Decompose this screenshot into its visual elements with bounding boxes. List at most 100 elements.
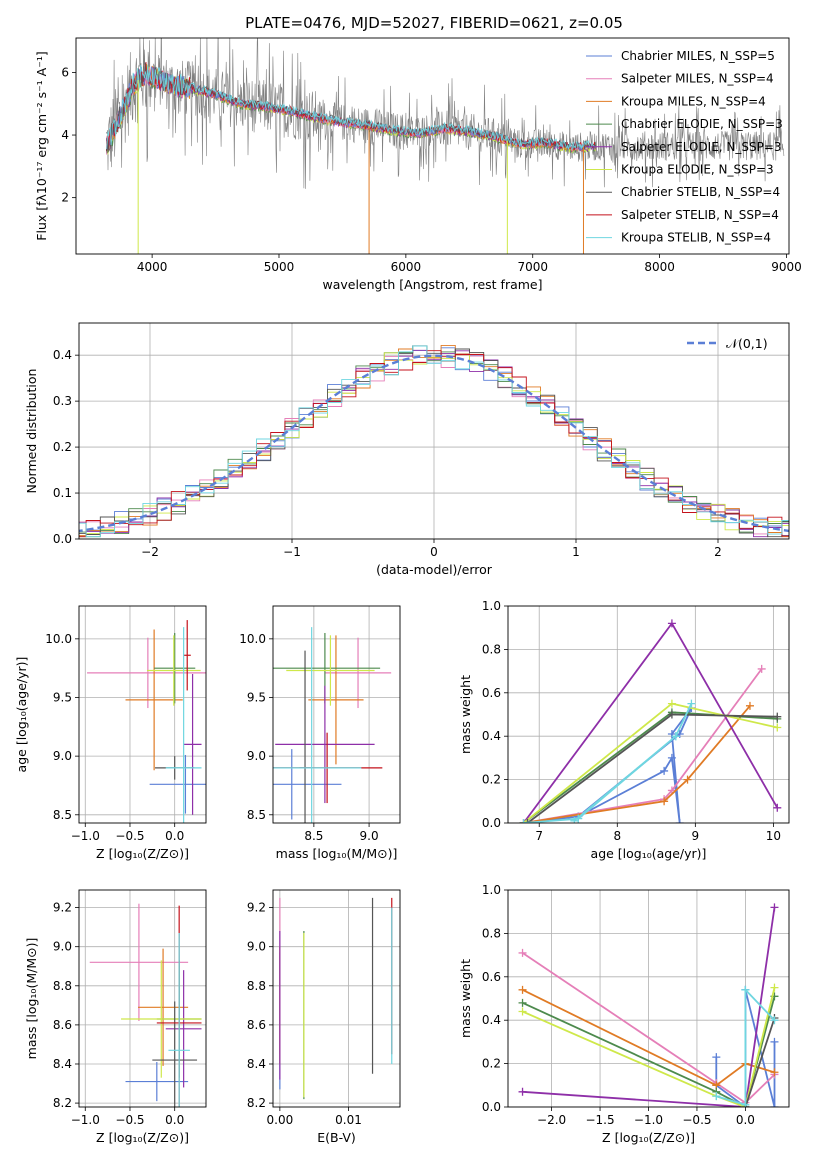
weight-marker — [518, 998, 527, 1007]
histogram-4 — [79, 349, 789, 538]
y-tick-label: 0.1 — [53, 486, 72, 500]
panel-0: 4000 5000 6000 7000 8000 9000 2 4 6 wavelength [A… — [34, 37, 802, 292]
y-tick-label: 0.0 — [482, 816, 501, 830]
y-tick-label: 8.8 — [53, 979, 72, 993]
weight-marker — [773, 803, 782, 812]
x-tick-label: 8000 — [644, 260, 675, 274]
weight-line-0 — [523, 707, 693, 823]
y-tick-label: 0.0 — [482, 1100, 501, 1114]
weight-line-1 — [523, 668, 763, 823]
weight-marker — [770, 1037, 779, 1046]
x-axis-label: mass [log₁₀(M/M⊙)] — [276, 846, 398, 861]
y-tick-label: 9.0 — [247, 940, 266, 954]
legend-entry: Salpeter STELIB, N_SSP=4 — [621, 208, 779, 222]
y-tick-label: 0.2 — [482, 1057, 501, 1071]
weight-line-5 — [522, 987, 776, 1107]
legend-entry: Kroupa ELODIE, N_SSP=3 — [621, 163, 774, 177]
weight-line-7 — [523, 703, 693, 823]
weight-line-5 — [523, 702, 778, 823]
y-tick-label: 0.2 — [482, 773, 501, 787]
histogram-5 — [79, 352, 789, 538]
weight-marker — [667, 710, 676, 719]
y-tick-label: 0.8 — [482, 642, 501, 656]
y-axis-label: Flux [fλ10⁻¹⁷ erg cm⁻² s⁻¹ A⁻¹] — [34, 51, 49, 240]
weight-line-1 — [521, 952, 776, 1104]
weight-marker — [523, 819, 532, 823]
x-tick-label: 9000 — [771, 260, 802, 274]
panel-1: −2 −1 0 1 2 0.0 0.1 0.2 0.3 0.4 (data-model)/error… — [24, 322, 790, 577]
y-tick-label: 0.0 — [53, 532, 72, 546]
x-tick-label: 8 — [613, 829, 621, 843]
chart-title: PLATE=0476, MJD=52027, FIBERID=0621, z=0… — [245, 14, 623, 32]
x-tick-label: 1 — [572, 545, 580, 559]
y-tick-label: 4 — [61, 128, 69, 142]
x-tick-label: 9.0 — [360, 829, 379, 843]
y-tick-label: 9.0 — [53, 749, 72, 763]
x-tick-label: 0.01 — [335, 1113, 362, 1127]
weight-line-7 — [716, 987, 776, 1107]
x-tick-label: −1.0 — [71, 829, 100, 843]
weight-marker — [518, 1007, 527, 1016]
x-tick-label: 0.0 — [165, 829, 184, 843]
axes-frame — [78, 322, 790, 540]
x-tick-label: −0.5 — [115, 829, 144, 843]
x-tick-label: −0.5 — [115, 1113, 144, 1127]
weight-line-3 — [523, 711, 778, 823]
y-tick-label: 9.5 — [247, 690, 266, 704]
x-tick-label: −0.5 — [682, 1113, 711, 1127]
weight-marker — [773, 712, 782, 721]
plot-area-5 — [79, 890, 206, 1107]
gaussian-curve — [79, 354, 789, 533]
x-tick-label: 0.0 — [165, 1113, 184, 1127]
panel-6: 0.00 0.01 8.2 8.4 8.6 8.8 9.0 9.2 E(B-V) — [247, 889, 401, 1145]
y-tick-label: 9.2 — [53, 901, 72, 915]
weight-marker — [671, 732, 680, 741]
y-tick-label: 0.3 — [53, 394, 72, 408]
weight-marker — [667, 619, 676, 628]
weight-marker — [757, 664, 766, 673]
axes-frame — [272, 889, 401, 1108]
x-tick-label: −2 — [141, 545, 159, 559]
panel-7: −2.0 −1.5 −1.0 −0.5 0.0 0.0 0.2 0.4 0.6 0.8 1.0 Z [… — [458, 883, 790, 1145]
plot-area-0 — [106, 38, 785, 254]
model-spectrum-8 — [106, 64, 597, 151]
x-axis-label: Z [log₁₀(Z/Z⊙)] — [96, 1130, 189, 1145]
axes-frame — [78, 889, 207, 1108]
x-tick-label: 5000 — [264, 260, 295, 274]
x-tick-label: 6000 — [391, 260, 422, 274]
y-tick-label: 1.0 — [482, 883, 501, 897]
weight-marker — [773, 723, 782, 732]
legend-entry: Kroupa STELIB, N_SSP=4 — [621, 231, 771, 245]
weight-marker — [741, 1100, 750, 1107]
histogram-8 — [79, 345, 789, 538]
weight-line-2 — [523, 705, 751, 823]
weight-marker — [770, 983, 779, 992]
y-tick-label: 9.2 — [247, 901, 266, 915]
legend-entry: 𝒩(0,1) — [726, 336, 768, 351]
x-axis-label: Z [log₁₀(Z/Z⊙)] — [602, 1130, 695, 1145]
x-tick-label: −1.5 — [585, 1113, 614, 1127]
legend-entry: Chabrier ELODIE, N_SSP=3 — [621, 117, 783, 131]
legend: Chabrier MILES, N_SSP=5 Salpeter MILES, N… — [586, 49, 783, 245]
y-tick-label: 0.4 — [482, 729, 501, 743]
legend-entry: Chabrier MILES, N_SSP=5 — [621, 49, 775, 63]
plot-area-3 — [273, 606, 400, 823]
y-tick-label: 8.6 — [247, 1018, 266, 1032]
axes-frame — [75, 37, 790, 255]
x-tick-label: 7000 — [517, 260, 548, 274]
legend-entry: Kroupa MILES, N_SSP=4 — [621, 94, 766, 108]
y-tick-label: 8.4 — [53, 1057, 72, 1071]
y-tick-label: 8.5 — [53, 808, 72, 822]
x-tick-label: −1 — [283, 545, 301, 559]
y-tick-label: 10.0 — [239, 632, 266, 646]
y-tick-label: 0.6 — [482, 970, 501, 984]
y-tick-label: 0.4 — [53, 348, 72, 362]
y-tick-label: 0.4 — [482, 1013, 501, 1027]
weight-marker — [518, 1087, 527, 1096]
x-axis-label: wavelength [Angstrom, rest frame] — [322, 277, 542, 292]
x-tick-label: −1.0 — [71, 1113, 100, 1127]
panel-5: −1.0 −0.5 0.0 8.2 8.4 8.6 8.8 9.0 9.2 Z [log₁₀(Z/… — [24, 889, 207, 1145]
weight-marker — [712, 1053, 721, 1062]
y-tick-label: 8.5 — [247, 808, 266, 822]
panel-3: 8.5 9.0 8.5 9.0 9.5 10.0 mass [log₁₀(M/M⊙)] — [239, 605, 401, 861]
